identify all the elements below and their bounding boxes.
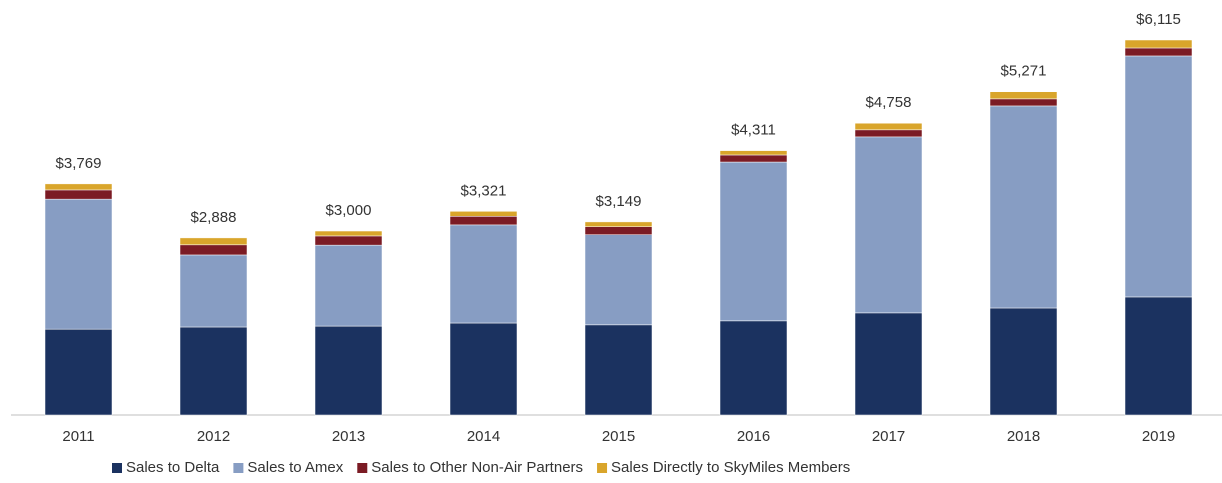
bar-segment bbox=[314, 325, 383, 416]
bar-segment bbox=[854, 136, 923, 314]
bar-segment bbox=[854, 312, 923, 416]
bar-segment bbox=[584, 324, 653, 416]
legend-swatch bbox=[357, 463, 368, 473]
legend-label: Sales Directly to SkyMiles Members bbox=[611, 459, 850, 476]
bar-segment bbox=[719, 150, 788, 156]
bar-segment bbox=[584, 234, 653, 326]
total-label: $6,115 bbox=[1136, 11, 1181, 28]
bar-segment bbox=[314, 230, 383, 237]
bar-segment bbox=[854, 122, 923, 131]
total-label: $3,321 bbox=[461, 182, 507, 199]
bar-segment bbox=[44, 189, 113, 200]
x-tick-label: 2017 bbox=[872, 428, 905, 445]
bar-segment bbox=[719, 161, 788, 322]
bar-segment bbox=[989, 307, 1058, 416]
total-label: $3,000 bbox=[326, 202, 372, 219]
bar-segment bbox=[179, 254, 248, 328]
x-tick-label: 2014 bbox=[467, 428, 500, 445]
x-tick-label: 2018 bbox=[1007, 428, 1040, 445]
total-label: $5,271 bbox=[1001, 63, 1047, 80]
bar-segment bbox=[584, 226, 653, 235]
legend-label: Sales to Amex bbox=[247, 459, 343, 476]
total-label: $3,149 bbox=[596, 193, 642, 210]
bar-segment bbox=[314, 235, 383, 246]
bar-segment bbox=[179, 244, 248, 256]
x-tick-label: 2016 bbox=[737, 428, 770, 445]
total-label: $4,758 bbox=[866, 94, 912, 111]
bar-segment bbox=[1124, 55, 1193, 298]
bar-segment bbox=[989, 91, 1058, 100]
bar-segment bbox=[1124, 39, 1193, 49]
bar-segment bbox=[179, 326, 248, 416]
x-tick-label: 2015 bbox=[602, 428, 635, 445]
bar-segment bbox=[44, 328, 113, 416]
bar-segment bbox=[449, 211, 518, 217]
bar-segment bbox=[44, 198, 113, 330]
bar-segment bbox=[854, 129, 923, 138]
bar-segment bbox=[584, 221, 653, 227]
x-tick-label: 2011 bbox=[62, 428, 94, 445]
bar-segment bbox=[719, 154, 788, 163]
bar-segment bbox=[989, 98, 1058, 107]
bar-segment bbox=[449, 216, 518, 226]
legend-swatch bbox=[597, 463, 608, 473]
bar-segment bbox=[449, 224, 518, 324]
total-label: $3,769 bbox=[56, 155, 102, 172]
legend-swatch bbox=[233, 463, 244, 473]
bar-segment bbox=[314, 244, 383, 327]
total-label: $4,311 bbox=[731, 122, 776, 139]
x-tick-label: 2019 bbox=[1142, 428, 1175, 445]
x-tick-label: 2012 bbox=[197, 428, 230, 445]
bar-segment bbox=[719, 320, 788, 416]
bar-segment bbox=[179, 237, 248, 246]
legend-label: Sales to Other Non-Air Partners bbox=[371, 459, 583, 476]
legend-swatch bbox=[112, 463, 122, 473]
total-label: $2,888 bbox=[191, 209, 237, 226]
bar-segment bbox=[449, 322, 518, 416]
bar-segment bbox=[44, 183, 113, 191]
bar-segment bbox=[989, 105, 1058, 309]
bar-segment bbox=[1124, 47, 1193, 57]
legend-label: Sales to Delta bbox=[126, 459, 220, 476]
bar-segment bbox=[1124, 296, 1193, 416]
x-tick-label: 2013 bbox=[332, 428, 365, 445]
